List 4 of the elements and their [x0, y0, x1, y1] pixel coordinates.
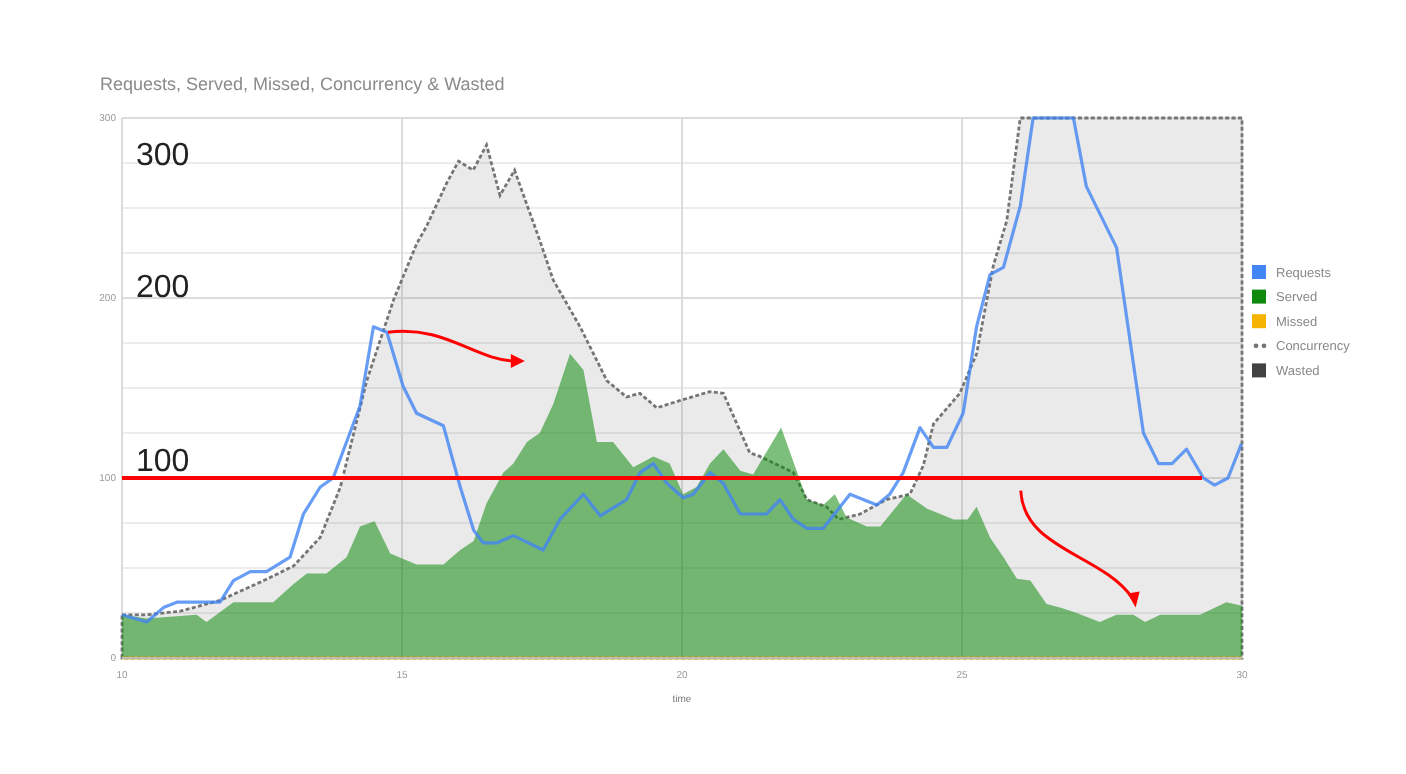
annotation: 200	[136, 271, 190, 306]
annotation: 300	[136, 139, 190, 174]
chart-title: Requests, Served, Missed, Concurrency & Wasted	[100, 74, 505, 94]
annotation: 100	[136, 445, 190, 480]
